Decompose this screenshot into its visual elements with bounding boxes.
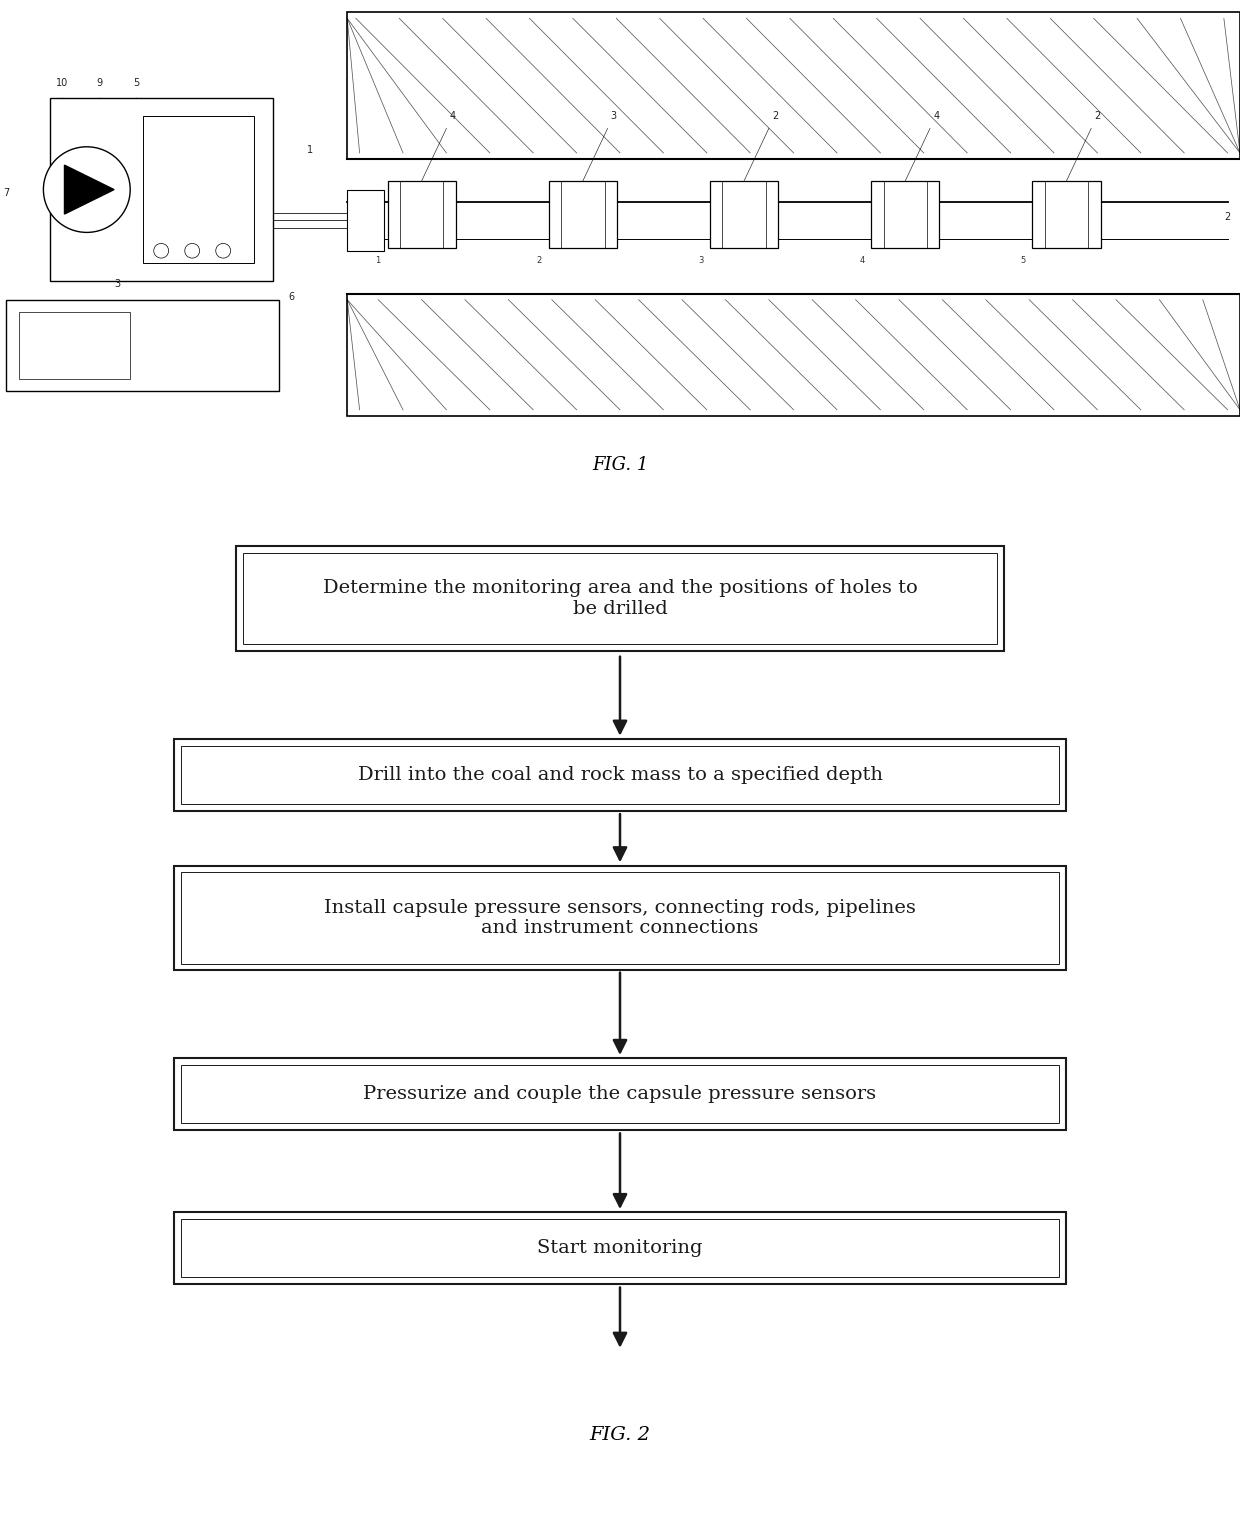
Bar [347, 294, 1240, 416]
FancyBboxPatch shape [174, 1212, 1066, 1284]
FancyBboxPatch shape [243, 553, 997, 644]
Bar [870, 180, 940, 248]
Bar [347, 190, 384, 251]
FancyBboxPatch shape [181, 873, 1059, 963]
Bar [387, 180, 456, 248]
Text: 3: 3 [611, 110, 616, 121]
Text: Start monitoring: Start monitoring [537, 1240, 703, 1257]
Text: Install capsule pressure sensors, connecting rods, pipelines
and instrument conn: Install capsule pressure sensors, connec… [324, 899, 916, 937]
Text: 4: 4 [859, 255, 864, 265]
Circle shape [185, 243, 200, 258]
Text: Pressurize and couple the capsule pressure sensors: Pressurize and couple the capsule pressu… [363, 1086, 877, 1102]
Text: 7: 7 [2, 188, 10, 197]
FancyBboxPatch shape [181, 1219, 1059, 1277]
Text: 4: 4 [934, 110, 939, 121]
Text: 2: 2 [1094, 110, 1101, 121]
Text: 2: 2 [1224, 213, 1231, 222]
Circle shape [43, 147, 130, 232]
Text: 5: 5 [1021, 255, 1025, 265]
Bar [19, 312, 130, 379]
Text: Determine the monitoring area and the positions of holes to
be drilled: Determine the monitoring area and the po… [322, 579, 918, 618]
Text: 5: 5 [133, 78, 140, 87]
FancyBboxPatch shape [174, 865, 1066, 971]
Text: 2: 2 [771, 110, 779, 121]
Text: FIG. 1: FIG. 1 [591, 456, 649, 474]
Text: 1: 1 [308, 145, 312, 154]
Bar [347, 12, 1240, 159]
Polygon shape [64, 165, 114, 214]
Text: 2: 2 [537, 255, 542, 265]
Text: 6: 6 [289, 292, 294, 301]
Circle shape [216, 243, 231, 258]
FancyBboxPatch shape [181, 1066, 1059, 1124]
Text: 10: 10 [56, 78, 68, 87]
Bar [50, 98, 273, 281]
Circle shape [154, 243, 169, 258]
FancyBboxPatch shape [174, 739, 1066, 810]
Text: 1: 1 [376, 255, 381, 265]
Bar [1032, 180, 1101, 248]
Text: FIG. 2: FIG. 2 [589, 1427, 651, 1445]
Bar [709, 180, 779, 248]
FancyBboxPatch shape [236, 546, 1004, 651]
FancyBboxPatch shape [174, 1058, 1066, 1130]
Text: Drill into the coal and rock mass to a specified depth: Drill into the coal and rock mass to a s… [357, 766, 883, 784]
Text: 4: 4 [450, 110, 455, 121]
Bar [6, 300, 279, 391]
Bar [549, 180, 618, 248]
Text: 3: 3 [698, 255, 703, 265]
Bar [143, 116, 254, 263]
Text: 3: 3 [115, 280, 120, 289]
Text: 9: 9 [97, 78, 102, 87]
FancyBboxPatch shape [181, 746, 1059, 804]
